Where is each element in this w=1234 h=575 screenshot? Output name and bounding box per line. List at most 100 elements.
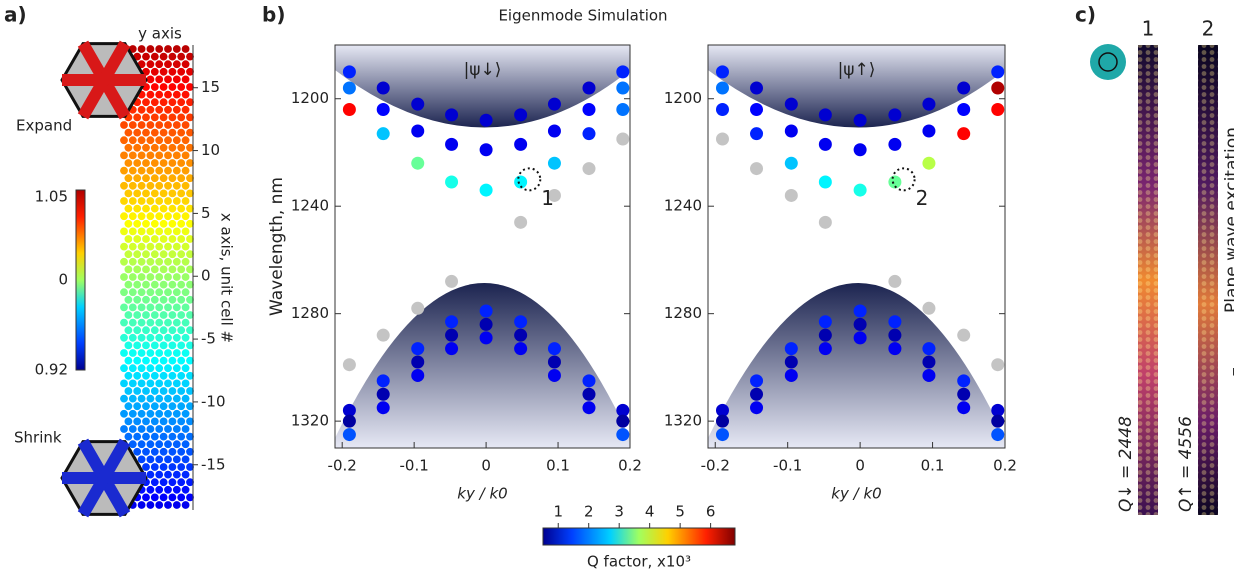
lattice-cell <box>159 204 168 213</box>
shade-bottom <box>335 283 630 448</box>
lattice-cell <box>128 166 137 175</box>
tick-label: -10 <box>201 392 226 410</box>
colorbar-tick-label: 2 <box>584 503 594 521</box>
lattice-cell <box>146 485 155 494</box>
lattice-cell <box>168 280 177 289</box>
lattice-cell <box>133 113 142 122</box>
lattice-cell <box>168 356 177 365</box>
lattice-cell <box>164 212 172 221</box>
lattice-cell <box>155 60 164 69</box>
lattice-cell <box>124 280 133 289</box>
lattice-cell <box>164 257 172 266</box>
lattice-cell <box>133 189 142 198</box>
lattice-cell <box>168 52 177 61</box>
lattice-cell <box>146 166 155 175</box>
x-tick-label: 0.2 <box>993 457 1017 475</box>
lattice-cell <box>168 128 177 137</box>
data-point <box>342 403 356 417</box>
lattice-cell <box>164 364 172 373</box>
lattice-cell <box>124 326 133 335</box>
data-point <box>818 108 832 122</box>
data-point <box>582 387 596 401</box>
data-point <box>445 137 459 151</box>
data-point <box>991 81 1005 95</box>
data-point <box>888 315 902 329</box>
data-point <box>582 401 596 415</box>
data-point <box>888 137 902 151</box>
lattice-cell <box>159 387 168 395</box>
lattice-cell <box>133 417 142 426</box>
lattice-cell <box>164 60 172 69</box>
lattice-cell <box>155 151 164 160</box>
y-axis-label: Wavelength, nm <box>267 177 287 316</box>
lattice-cell <box>137 425 146 433</box>
lattice-cell <box>137 181 146 190</box>
tick-label: 0 <box>201 267 211 285</box>
lattice-cell <box>150 67 159 76</box>
lattice-cell <box>181 227 190 236</box>
lattice-cell <box>155 45 164 53</box>
lattice-cell <box>128 181 137 190</box>
lattice-cell <box>133 128 142 137</box>
colorbar-tick-label: 1 <box>553 503 563 521</box>
data-point <box>582 374 596 388</box>
lattice-cell <box>133 265 142 274</box>
lattice-cell <box>172 151 181 160</box>
data-point <box>342 65 356 79</box>
lattice-cell <box>164 318 172 327</box>
lattice-cell <box>186 493 194 502</box>
lattice-cell <box>133 326 142 335</box>
lattice-cell <box>172 501 181 509</box>
lattice-cell <box>164 121 172 129</box>
lattice-cell <box>128 318 137 327</box>
tick-label: 5 <box>201 204 211 222</box>
lattice-cell <box>172 181 181 190</box>
lattice-cell <box>137 379 146 388</box>
lattice-cell <box>146 60 155 69</box>
q-label: Q↑ = 4556 <box>1176 416 1196 512</box>
colorbar <box>542 527 736 546</box>
lattice-cell <box>146 394 155 403</box>
lattice-cell <box>172 90 181 99</box>
data-point <box>922 368 936 382</box>
lattice-cell <box>146 242 155 251</box>
lattice-cell <box>155 364 164 373</box>
lattice-cell <box>150 341 159 350</box>
lattice-cell <box>168 341 177 350</box>
lattice-cell <box>186 113 194 122</box>
x-tick-label: -0.1 <box>400 457 429 475</box>
lattice-cell <box>133 280 142 289</box>
lattice-cell <box>159 493 168 502</box>
lattice-cell <box>155 333 164 342</box>
lattice-cell <box>128 440 137 449</box>
lattice-cell <box>150 447 159 456</box>
lattice-cell <box>172 60 181 69</box>
lattice-cell <box>146 90 155 99</box>
data-point <box>715 81 729 95</box>
lattice-cell <box>164 136 172 145</box>
lattice-cell <box>164 409 172 418</box>
lattice-cell <box>137 288 146 297</box>
lattice-cell <box>172 212 181 221</box>
data-point <box>888 342 902 356</box>
lattice-cell <box>164 151 172 160</box>
lattice-cell <box>186 432 194 441</box>
lattice-cell <box>159 143 168 152</box>
lattice-cell <box>133 387 142 395</box>
lattice-cell <box>172 364 181 373</box>
lattice-cell <box>120 303 128 312</box>
data-point <box>957 81 971 95</box>
lattice-cell <box>181 181 190 190</box>
lattice-cell <box>177 295 186 304</box>
lattice-cell <box>124 402 133 411</box>
lattice-cell <box>172 333 181 342</box>
lattice-cell <box>120 379 128 388</box>
lattice-cell <box>172 379 181 388</box>
colorbar-label: 0 <box>58 271 68 289</box>
data-point <box>750 387 764 401</box>
annotation-label: 1 <box>541 186 554 210</box>
data-point <box>616 414 630 428</box>
lattice-cell <box>177 463 186 471</box>
hexagon-shrink-arm <box>77 438 131 518</box>
lattice-cell <box>172 121 181 129</box>
